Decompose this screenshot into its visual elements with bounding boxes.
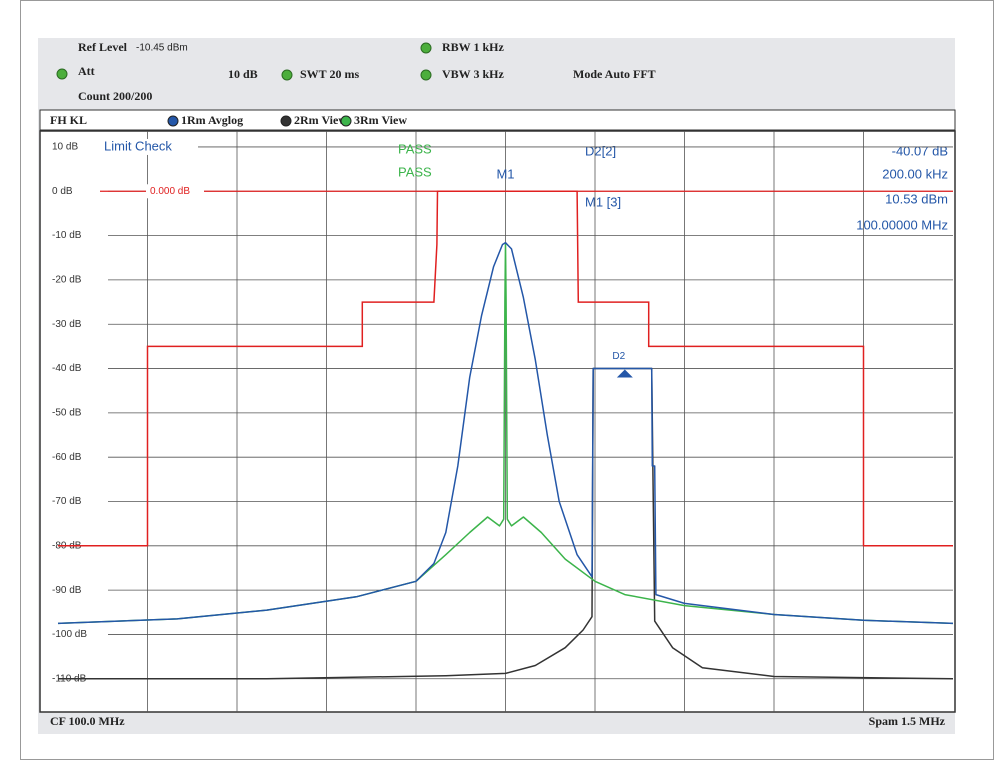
y-tick-label: -100 dB [52,629,87,640]
limit-line [58,190,953,547]
att-label: Att [78,64,95,78]
legend-dot [280,115,292,127]
plot-frame [39,130,956,713]
legend-dot [167,115,179,127]
ref-level-value: -10.45 dBm [136,43,188,54]
legend-dot [340,115,352,127]
pass-label: PASS [398,164,432,179]
trace-bar-label: FH KL [50,113,87,127]
y-tick-label: -40 dB [52,363,82,374]
indicator [420,42,432,54]
limit-label: Limit Check [104,138,172,153]
marker-label: D2 [612,351,625,362]
swt: SWT 20 ms [300,67,359,81]
center-frequency: CF 100.0 MHz [50,714,125,728]
legend-label: 3Rm View [354,113,407,127]
marker-label: M1 [496,166,514,181]
y-tick-label: 0 dB [52,186,73,197]
y-tick-label: 10 dB [52,142,78,153]
y-tick-label: -60 dB [52,452,82,463]
y-tick-label: -70 dB [52,496,82,507]
pass-label: PASS [398,141,432,156]
indicator [281,69,293,81]
indicator [420,69,432,81]
rbw: RBW 1 kHz [442,40,504,54]
mode: Mode Auto FFT [573,67,656,81]
label-bg [100,138,198,155]
readout-value: 100.00000 MHz [856,217,948,232]
vbw: VBW 3 kHz [442,67,504,81]
span: Spam 1.5 MHz [869,714,946,728]
count: Count 200/200 [78,89,152,103]
trace [58,367,954,680]
y-tick-label: -20 dB [52,275,82,286]
legend-label: 1Rm Avglog [181,113,243,127]
label-bg [146,184,204,199]
y-tick-label: -10 dB [52,230,82,241]
att-value: 10 dB [228,67,258,81]
ref-level-label: Ref Level [78,40,128,54]
readout-label: M1 [3] [585,194,621,209]
readout-value: 200.00 kHz [882,166,948,181]
y-tick-label: -50 dB [52,407,82,418]
readout-value: -40.07 dB [892,143,948,158]
y-tick-label: -30 dB [52,319,82,330]
legend-label: 2Rm View [294,113,347,127]
indicator [56,68,68,80]
marker [616,369,633,378]
trace-bar [39,109,956,131]
display-line-label: 0.000 dB [150,186,190,197]
readout-label: D2[2] [585,143,616,158]
y-tick-label: -90 dB [52,585,82,596]
readout-value: 10.53 dBm [885,191,948,206]
trace [57,241,954,625]
